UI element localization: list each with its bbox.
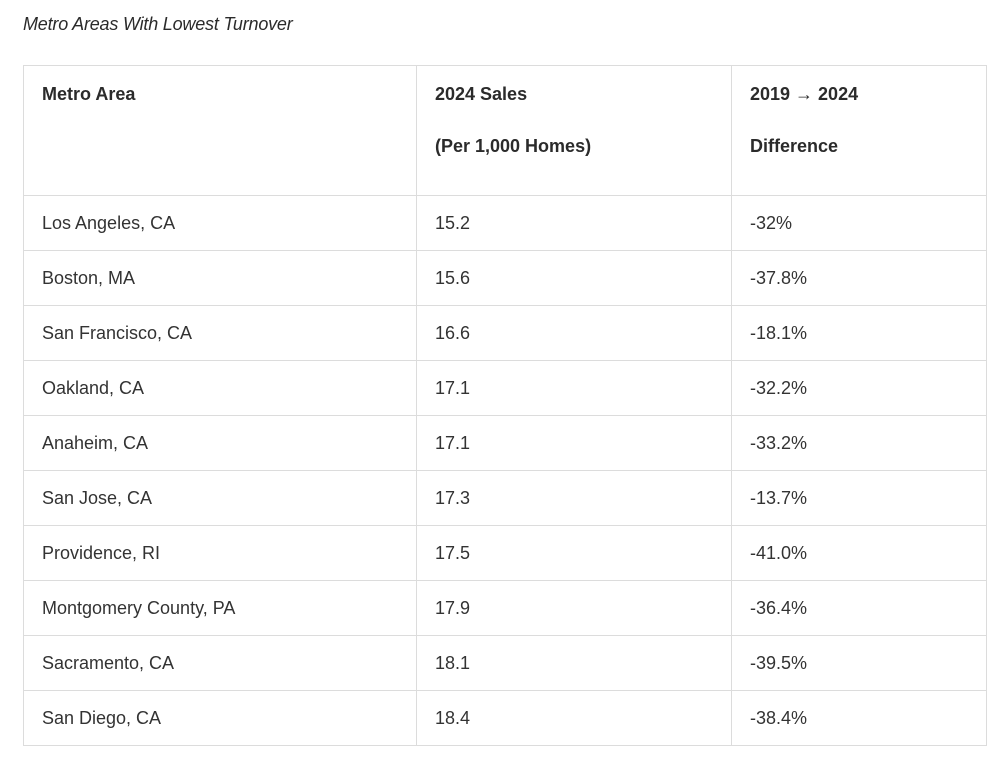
table-row: Anaheim, CA 17.1 -33.2% [23, 415, 987, 471]
column-header-sublabel: Difference [750, 136, 839, 156]
metro-cell: Anaheim, CA [23, 415, 417, 471]
metro-cell: San Francisco, CA [23, 305, 417, 361]
column-header-sublabel: (Per 1,000 Homes) [435, 136, 592, 156]
table-row: San Francisco, CA 16.6 -18.1% [23, 305, 987, 361]
difference-cell: -32.2% [731, 360, 987, 416]
table-row: Sacramento, CA 18.1 -39.5% [23, 635, 987, 691]
table-row: Oakland, CA 17.1 -32.2% [23, 360, 987, 416]
turnover-table: Metro Area 2024 Sales (Per 1,000 Homes) … [23, 65, 987, 746]
sales-cell: 15.2 [416, 195, 732, 251]
column-header-label: Metro Area [42, 84, 136, 104]
metro-cell: Montgomery County, PA [23, 580, 417, 636]
column-header-metro-area: Metro Area [23, 65, 417, 196]
sales-cell: 17.1 [416, 360, 732, 416]
difference-cell: -39.5% [731, 635, 987, 691]
metro-cell: Providence, RI [23, 525, 417, 581]
metro-cell: San Jose, CA [23, 470, 417, 526]
sales-cell: 17.1 [416, 415, 732, 471]
column-header-difference: 2019 → 2024 Difference [731, 65, 987, 196]
sales-cell: 15.6 [416, 250, 732, 306]
metro-cell: Boston, MA [23, 250, 417, 306]
metro-cell: Sacramento, CA [23, 635, 417, 691]
sales-cell: 17.5 [416, 525, 732, 581]
column-header-label: 2019 → 2024 [750, 84, 859, 104]
difference-cell: -33.2% [731, 415, 987, 471]
metro-cell: Los Angeles, CA [23, 195, 417, 251]
difference-cell: -13.7% [731, 470, 987, 526]
table-title: Metro Areas With Lowest Turnover [23, 14, 293, 34]
sales-cell: 18.4 [416, 690, 732, 746]
metro-cell: San Diego, CA [23, 690, 417, 746]
metro-cell: Oakland, CA [23, 360, 417, 416]
table-row: Los Angeles, CA 15.2 -32% [23, 195, 987, 251]
sales-cell: 16.6 [416, 305, 732, 361]
difference-cell: -41.0% [731, 525, 987, 581]
difference-cell: -36.4% [731, 580, 987, 636]
difference-cell: -32% [731, 195, 987, 251]
table-row: Boston, MA 15.6 -37.8% [23, 250, 987, 306]
header-row: Metro Area 2024 Sales (Per 1,000 Homes) … [23, 65, 987, 196]
sales-cell: 18.1 [416, 635, 732, 691]
difference-cell: -37.8% [731, 250, 987, 306]
column-header-label: 2024 Sales [435, 84, 528, 104]
table-row: Montgomery County, PA 17.9 -36.4% [23, 580, 987, 636]
sales-cell: 17.9 [416, 580, 732, 636]
table-row: Providence, RI 17.5 -41.0% [23, 525, 987, 581]
difference-cell: -38.4% [731, 690, 987, 746]
difference-cell: -18.1% [731, 305, 987, 361]
column-header-2024-sales: 2024 Sales (Per 1,000 Homes) [416, 65, 732, 196]
sales-cell: 17.3 [416, 470, 732, 526]
table-row: San Jose, CA 17.3 -13.7% [23, 470, 987, 526]
table-row: San Diego, CA 18.4 -38.4% [23, 690, 987, 746]
